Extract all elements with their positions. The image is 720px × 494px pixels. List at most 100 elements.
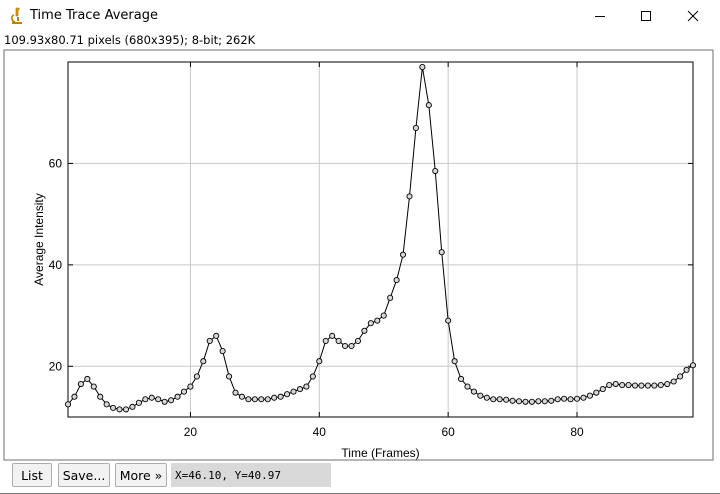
data-point [670, 378, 677, 385]
data-point [548, 397, 555, 404]
data-point [664, 380, 671, 388]
data-point [290, 388, 297, 395]
more-button[interactable]: More » [115, 463, 167, 487]
save-button[interactable]: Save... [58, 463, 110, 487]
data-point [226, 373, 233, 380]
data-point [535, 398, 542, 405]
data-point [438, 249, 445, 256]
x-axis-label: Time (Frames) [341, 446, 419, 460]
data-point [503, 396, 510, 403]
data-point [264, 396, 271, 403]
data-point [271, 394, 278, 401]
data-point [400, 251, 407, 258]
data-point [71, 393, 78, 400]
data-point [470, 388, 477, 395]
minimize-icon [595, 16, 605, 17]
data-point [367, 320, 374, 327]
data-point [554, 396, 561, 403]
data-point [77, 380, 84, 388]
data-point [477, 392, 484, 399]
data-point [490, 396, 497, 403]
close-icon [687, 10, 699, 22]
x-tick-label: 20 [184, 425, 198, 439]
data-point [116, 406, 123, 413]
data-point [142, 396, 149, 403]
data-point [329, 332, 336, 339]
data-point [303, 383, 310, 390]
axis-ticks [68, 62, 693, 417]
minimize-button[interactable] [577, 0, 623, 32]
data-point [387, 294, 394, 301]
data-point [496, 396, 503, 403]
list-button[interactable]: List [12, 463, 52, 487]
data-point [361, 327, 368, 334]
data-point [251, 396, 258, 403]
plot-area [67, 61, 694, 418]
grid [68, 62, 693, 417]
data-point [155, 396, 162, 403]
data-point [631, 382, 639, 389]
close-button[interactable] [670, 0, 716, 32]
data-point [483, 394, 490, 401]
data-point [651, 382, 658, 389]
data-point [335, 337, 342, 344]
data-point [677, 373, 684, 380]
data-point [509, 397, 516, 404]
data-point [522, 398, 529, 405]
data-point [528, 398, 535, 405]
data-point [200, 358, 207, 365]
data-point [97, 393, 104, 400]
data-point [432, 167, 439, 175]
maximize-icon [641, 11, 651, 21]
data-point [606, 381, 613, 389]
data-point [277, 393, 284, 400]
x-tick-label: 60 [441, 425, 455, 439]
data-point [213, 332, 220, 339]
data-point [451, 358, 458, 365]
data-point [322, 337, 329, 344]
data-point [232, 389, 239, 396]
plot-canvas[interactable]: 20 40 60 80 20 40 60 Time (Frames) Average Int… [0, 0, 720, 462]
tick-labels: 20 40 60 80 20 40 60 [49, 156, 584, 439]
data-point [161, 398, 168, 405]
data-point [573, 395, 581, 402]
title-bar[interactable]: Time Trace Average [0, 0, 720, 32]
data-point [258, 396, 265, 403]
y-tick-label: 40 [49, 258, 63, 272]
maximize-button[interactable] [623, 0, 669, 32]
x-tick-label: 40 [313, 425, 327, 439]
data-point [445, 317, 452, 324]
data-point [284, 391, 291, 398]
data-point [541, 398, 548, 405]
data-point [619, 381, 626, 389]
data-point [206, 337, 213, 344]
data-point [354, 337, 361, 344]
data-point [187, 383, 194, 390]
data-point [561, 395, 568, 402]
data-point [168, 397, 175, 404]
data-point [122, 406, 130, 413]
data-point [380, 312, 387, 319]
y-axis-label: Average Intensity [32, 193, 46, 286]
data-markers [64, 64, 697, 413]
y-tick-label: 60 [49, 156, 63, 170]
data-point [638, 382, 645, 389]
data-point [110, 404, 117, 411]
y-tick-label: 20 [49, 359, 63, 373]
cursor-coordinates: X=46.10, Y=40.97 [171, 463, 331, 487]
microscope-icon [11, 7, 22, 24]
data-point [309, 373, 316, 380]
data-point [657, 381, 664, 389]
data-point [296, 386, 304, 393]
data-point [219, 348, 226, 355]
data-point [406, 193, 413, 200]
data-point [586, 392, 593, 399]
data-point [64, 401, 72, 408]
image-info: 109.93x80.71 pixels (680x395); 8-bit; 26… [4, 33, 256, 47]
x-tick-label: 80 [570, 425, 584, 439]
data-point [393, 277, 400, 284]
data-point [683, 366, 690, 373]
data-point [238, 393, 246, 400]
data-point [135, 399, 142, 406]
data-point [425, 102, 432, 109]
